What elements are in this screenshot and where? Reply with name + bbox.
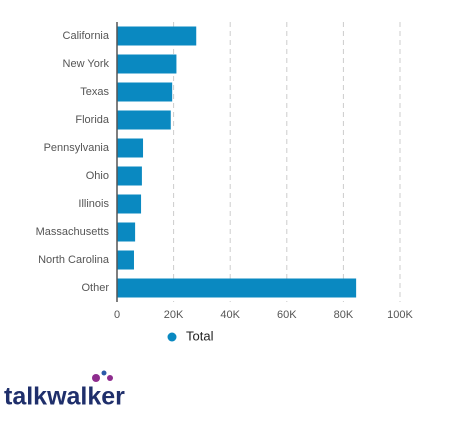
legend-marker [167, 332, 177, 342]
bar [117, 250, 134, 270]
y-tick-label: California [63, 30, 110, 42]
legend-label: Total [186, 328, 214, 343]
y-tick-label: Texas [80, 86, 109, 98]
x-tick-label: 60K [277, 309, 297, 321]
y-tick-label: North Carolina [38, 254, 110, 266]
logo-text: talkwalker [4, 383, 125, 411]
bar [117, 166, 142, 186]
logo-dot [107, 375, 113, 381]
y-tick-label: Illinois [78, 198, 109, 210]
bar [117, 26, 197, 46]
y-tick-label: New York [63, 58, 110, 70]
x-tick-label: 0 [114, 309, 120, 321]
logo-dot [92, 374, 100, 382]
bar [117, 278, 357, 298]
bar [117, 54, 177, 74]
y-tick-label: Ohio [86, 170, 109, 182]
bar [117, 82, 173, 102]
x-tick-label: 80K [334, 309, 354, 321]
x-tick-label: 100K [387, 309, 413, 321]
y-tick-label: Florida [75, 114, 110, 126]
bar [117, 222, 136, 242]
y-tick-label: Pennsylvania [44, 142, 110, 154]
y-tick-label: Massachusetts [36, 226, 110, 238]
bar [117, 194, 142, 214]
logo-dot [101, 370, 107, 376]
bar [117, 110, 171, 130]
x-tick-label: 20K [164, 309, 184, 321]
y-tick-label: Other [81, 282, 109, 294]
x-tick-label: 40K [220, 309, 240, 321]
bar [117, 138, 144, 158]
logo: talkwalker [4, 370, 125, 411]
